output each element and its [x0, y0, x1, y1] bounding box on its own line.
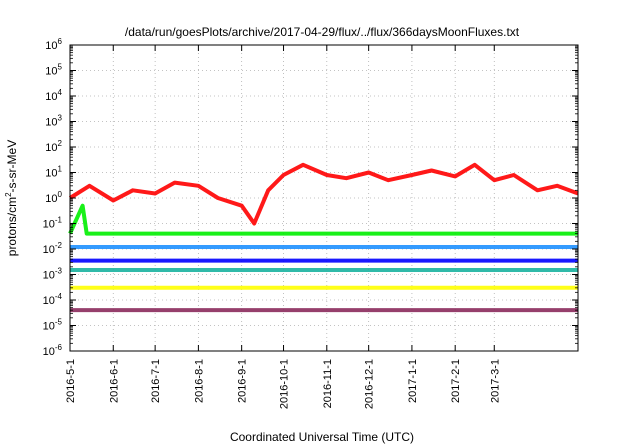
y-tick-label-base: 10	[45, 91, 57, 103]
y-tick-label-exponent: 2	[58, 139, 63, 148]
y-tick-label: 10-6	[43, 343, 63, 358]
y-tick-label: 10-1	[43, 216, 63, 231]
series-line-red	[68, 162, 579, 226]
y-tick-label: 102	[45, 139, 62, 154]
y-tick-label-exponent: -3	[55, 267, 63, 276]
y-tick-label-exponent: -2	[55, 241, 63, 250]
y-tick-label-base: 10	[45, 193, 57, 205]
x-tick-label: 2016-5-1	[65, 359, 77, 403]
x-tick-label: 2017-2-1	[450, 359, 462, 403]
y-tick-label-base: 10	[43, 219, 55, 231]
y-tick-label-exponent: 0	[58, 190, 63, 199]
y-tick-label-base: 10	[45, 66, 57, 78]
y-tick-label-exponent: 3	[58, 114, 63, 123]
y-axis-label: protons/cm2-s-sr-MeV	[4, 140, 19, 256]
x-tick-label: 2016-9-1	[237, 359, 249, 403]
y-tick-label-base: 10	[45, 168, 57, 180]
y-tick-label-base: 10	[45, 117, 57, 129]
x-tick-label: 2016-6-1	[108, 359, 120, 403]
y-tick-label: 105	[45, 63, 62, 78]
y-tick-label: 103	[45, 114, 62, 129]
x-tick-label: 2017-1-1	[407, 359, 419, 403]
y-tick-label: 106	[45, 37, 62, 52]
series-line-green	[68, 203, 578, 236]
y-tick-label: 100	[45, 190, 62, 205]
y-axis-label-rest: -s-sr-MeV	[5, 140, 19, 193]
grid	[70, 45, 578, 351]
y-tick-label-exponent: 4	[58, 88, 63, 97]
x-tick-label: 2016-8-1	[193, 359, 205, 403]
y-tick-label-base: 10	[43, 295, 55, 307]
y-tick-label-exponent: -1	[55, 216, 63, 225]
y-tick-label-base: 10	[45, 40, 57, 52]
y-tick-label-exponent: 5	[58, 63, 63, 72]
x-tick-label: 2016-12-1	[364, 359, 376, 409]
y-tick-label-exponent: -4	[55, 292, 63, 301]
y-tick-label-base: 10	[43, 346, 55, 358]
y-tick-label: 10-5	[43, 318, 63, 333]
x-axis-label: Coordinated Universal Time (UTC)	[230, 430, 414, 444]
y-axis-label-exponent: 2	[4, 192, 13, 197]
y-tick-label-base: 10	[43, 244, 55, 256]
y-tick-label: 10-4	[43, 292, 63, 307]
y-tick-label: 104	[45, 88, 62, 103]
y-tick-label-base: 10	[43, 270, 55, 282]
y-tick-label: 101	[45, 165, 62, 180]
y-tick-label: 10-3	[43, 267, 63, 282]
y-tick-label-exponent: -6	[55, 343, 63, 352]
chart-title: /data/run/goesPlots/archive/2017-04-29/f…	[125, 25, 520, 39]
x-tick-label: 2016-7-1	[150, 359, 162, 403]
y-tick-label-base: 10	[45, 142, 57, 154]
x-tick-label: 2016-10-1	[279, 359, 291, 409]
y-tick-label-base: 10	[43, 321, 55, 333]
x-tick-label: 2016-11-1	[322, 359, 334, 408]
y-axis-label-base: protons/cm	[5, 197, 19, 256]
y-tick-label-exponent: 1	[58, 165, 63, 174]
x-tick-label: 2017-3-1	[489, 359, 501, 403]
series-layer	[68, 162, 579, 313]
axes: 10-610-510-410-310-210-11001011021031041…	[43, 37, 578, 409]
y-tick-label-exponent: 6	[58, 37, 63, 46]
y-tick-label: 10-2	[43, 241, 63, 256]
y-tick-label-exponent: -5	[55, 318, 63, 327]
